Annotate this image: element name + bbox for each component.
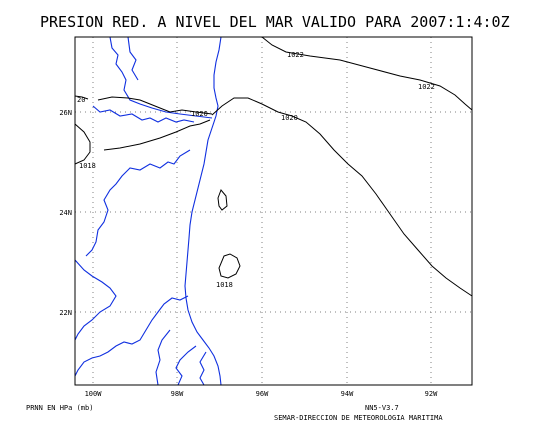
- version-label: NN5-V3.7: [365, 404, 399, 412]
- y-axis-labels: 26N 24N 22N: [59, 109, 72, 317]
- lat-lon-grid: [75, 37, 472, 385]
- units-label: PRNN EN HPa (mb): [26, 404, 93, 412]
- y-tick-label: 22N: [59, 309, 72, 317]
- isobar-1018-cell-north: [217, 189, 228, 211]
- y-tick-label: 26N: [59, 109, 72, 117]
- contour-label: 1018: [216, 281, 233, 289]
- contour-label: 1020: [191, 110, 208, 118]
- y-tick-label: 24N: [59, 209, 72, 217]
- x-axis-labels: 100W 98W 96W 94W 92W: [85, 390, 439, 398]
- contour-label: 20: [77, 96, 85, 104]
- x-tick-label: 92W: [425, 390, 438, 398]
- coastline: [74, 36, 222, 386]
- x-tick-label: 96W: [256, 390, 269, 398]
- isobars: [74, 36, 473, 297]
- isobar-1020: [211, 97, 473, 297]
- isobar-1018-north: [103, 119, 211, 151]
- x-tick-label: 100W: [85, 390, 103, 398]
- map-title: PRESION RED. A NIVEL DEL MAR VALIDO PARA…: [40, 13, 510, 31]
- x-tick-label: 94W: [341, 390, 354, 398]
- isobar-1020-loop: [97, 96, 213, 115]
- isobar-1018-cell-south: [218, 253, 241, 279]
- map-frame: [74, 36, 473, 386]
- isobar-1018-west: [74, 123, 91, 165]
- credit-label: SEMAR-DIRECCION DE METEOROLOGIA MARITIMA: [274, 414, 443, 422]
- isobar-1022: [261, 36, 473, 111]
- x-tick-label: 98W: [171, 390, 184, 398]
- contour-label: 1022: [287, 51, 304, 59]
- isobar-1020-west: [74, 95, 89, 100]
- contour-label: 1022: [418, 83, 435, 91]
- contour-label: 1018: [79, 162, 96, 170]
- contour-label-group: 1022 1022 1020 1020 20 1018 1018: [77, 51, 435, 289]
- contour-label: 1020: [281, 114, 298, 122]
